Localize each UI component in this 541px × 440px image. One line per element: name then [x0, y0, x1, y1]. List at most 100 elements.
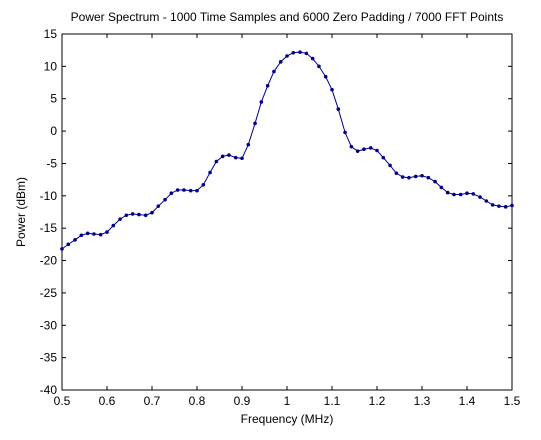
data-point — [175, 188, 180, 192]
data-point — [497, 204, 501, 208]
x-axis-label: Frequency (MHz) — [241, 412, 334, 426]
data-point — [60, 247, 64, 251]
data-point — [420, 173, 424, 178]
x-axis: 0.5 0.6 0.7 0.8 0.9 1 1.1 1.2 1.3 1.4 1.5 — [54, 34, 521, 408]
data-point — [208, 170, 212, 175]
data-point — [433, 179, 437, 184]
data-point — [66, 242, 71, 247]
data-point — [445, 190, 450, 195]
data-point — [111, 223, 116, 228]
data-point — [375, 148, 379, 153]
data-point — [298, 50, 302, 54]
data-point — [73, 238, 77, 242]
data-point — [278, 60, 283, 64]
data-point — [220, 154, 225, 159]
x-tick-label: 1.2 — [369, 394, 386, 408]
data-point — [484, 199, 489, 203]
data-point — [182, 188, 186, 192]
x-tick-label: 0.5 — [54, 394, 71, 408]
data-point — [388, 163, 392, 168]
y-tick-label: -15 — [40, 221, 58, 235]
data-point — [478, 195, 482, 199]
data-point — [156, 204, 161, 208]
data-point — [323, 74, 328, 79]
y-tick-label: 0 — [50, 124, 57, 138]
y-axis-label: Power (dBm) — [14, 177, 28, 247]
data-point — [240, 156, 244, 161]
x-tick-label: 1.4 — [459, 394, 476, 408]
data-point — [137, 212, 141, 217]
data-point — [98, 232, 103, 237]
y-tick-label: -40 — [40, 383, 58, 397]
data-point — [92, 232, 96, 236]
data-point — [79, 233, 84, 238]
data-point — [214, 159, 219, 164]
x-tick-label: 0.6 — [99, 394, 116, 408]
data-point — [362, 147, 366, 152]
data-point — [503, 205, 508, 209]
data-point — [310, 56, 315, 61]
data-point — [343, 130, 347, 135]
data-point — [458, 192, 463, 197]
data-point — [471, 192, 476, 196]
data-point — [381, 155, 386, 160]
data-point — [465, 191, 469, 196]
data-point — [163, 197, 167, 202]
data-point — [368, 146, 373, 150]
data-point — [349, 144, 354, 149]
x-tick-label: 1.3 — [414, 394, 431, 408]
data-point — [124, 213, 129, 218]
data-point — [330, 87, 334, 92]
data-point — [439, 185, 444, 190]
series-layer — [60, 50, 514, 251]
data-point — [394, 171, 399, 175]
data-point — [304, 51, 309, 56]
data-point — [169, 191, 174, 196]
data-point — [490, 203, 495, 207]
y-axis: 15 10 5 0 -5 -10 -15 -20 -25 -30 -35 -40 — [40, 27, 512, 397]
data-point — [407, 175, 411, 180]
y-tick-label: 5 — [50, 92, 57, 106]
data-point — [291, 50, 296, 55]
data-point — [227, 153, 231, 157]
data-point — [118, 217, 122, 221]
x-tick-label: 0.7 — [144, 394, 161, 408]
data-point — [201, 183, 206, 187]
data-point — [452, 192, 456, 197]
data-point — [355, 149, 360, 153]
y-tick-label: -35 — [40, 351, 58, 365]
data-point — [510, 203, 514, 208]
x-tick-label: 1 — [284, 394, 291, 408]
data-point — [413, 174, 418, 179]
data-point — [265, 83, 270, 88]
x-tick-label: 1.5 — [504, 394, 521, 408]
x-tick-label: 1.1 — [324, 394, 341, 408]
data-point — [259, 100, 264, 104]
y-tick-label: -30 — [40, 318, 58, 332]
data-point — [272, 69, 276, 74]
y-tick-label: 15 — [44, 27, 58, 41]
data-point — [150, 210, 154, 215]
data-point — [285, 54, 289, 58]
data-point — [253, 121, 257, 126]
y-tick-label: -20 — [40, 254, 58, 268]
x-tick-label: 0.8 — [189, 394, 206, 408]
data-point — [105, 230, 109, 234]
chart-title: Power Spectrum - 1000 Time Samples and 6… — [71, 10, 504, 24]
data-point — [336, 107, 341, 111]
data-point — [195, 188, 199, 193]
plot-area — [61, 33, 513, 391]
data-point — [188, 188, 193, 193]
data-point — [233, 155, 238, 160]
data-point — [143, 213, 148, 218]
data-point — [400, 175, 405, 179]
data-point — [246, 142, 251, 147]
y-tick-label: -5 — [46, 156, 57, 170]
data-point — [426, 175, 431, 180]
y-tick-label: 10 — [44, 59, 58, 73]
y-tick-label: -10 — [40, 189, 58, 203]
data-point — [317, 64, 321, 69]
y-tick-label: -25 — [40, 286, 58, 300]
x-tick-label: 0.9 — [234, 394, 251, 408]
